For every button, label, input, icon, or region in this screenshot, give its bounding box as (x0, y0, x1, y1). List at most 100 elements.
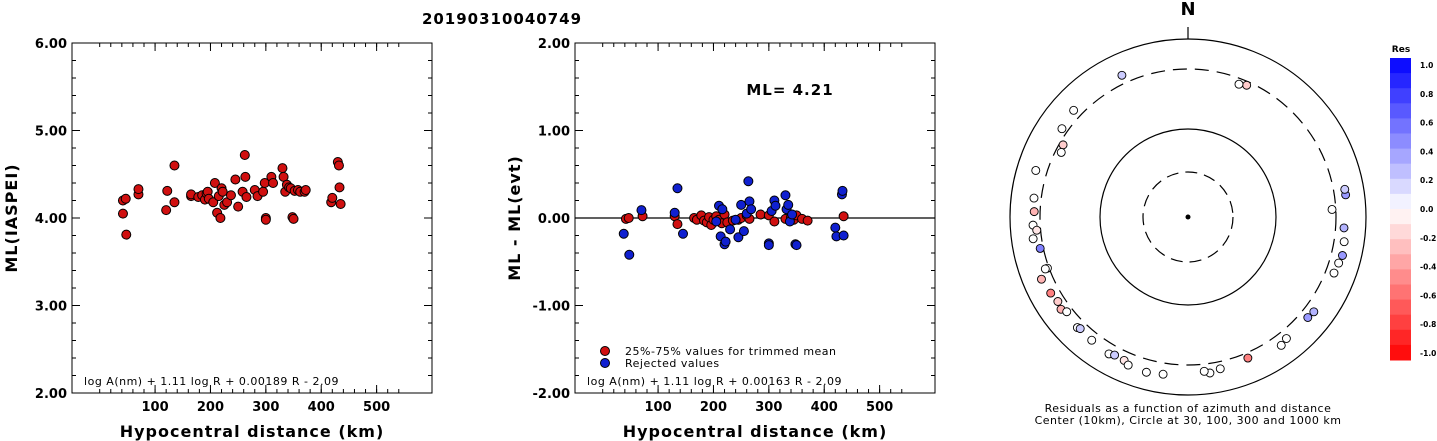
colorbar-segment (1390, 163, 1411, 180)
x-tick-label: 100 (142, 400, 169, 415)
station-marker (1057, 124, 1067, 134)
station-marker (1334, 258, 1344, 268)
station-marker (1058, 140, 1068, 150)
x-tick-label: 500 (363, 400, 390, 415)
data-point (239, 150, 250, 160)
colorbar-segment (1390, 224, 1411, 240)
data-point (209, 178, 220, 188)
data-point (268, 178, 279, 188)
colorbar-segment (1390, 193, 1411, 210)
rejected-point (733, 232, 744, 243)
colorbar-segment (1390, 344, 1411, 361)
data-point (230, 174, 241, 185)
legend-label: Rejected values (625, 357, 720, 370)
station-marker (1303, 313, 1313, 322)
x-tick-label: 100 (645, 400, 672, 415)
y-tick-label: 2.00 (538, 37, 570, 52)
rejected-point (743, 176, 754, 187)
circle-100km (1099, 128, 1277, 306)
data-point (327, 192, 338, 203)
x-tick-label: 200 (700, 400, 727, 415)
colorbar-label: 0.4 (1420, 147, 1433, 156)
data-point (333, 160, 344, 171)
data-point (335, 199, 346, 209)
data-point (121, 229, 132, 240)
station-marker (1035, 243, 1045, 253)
rejected-point (736, 199, 747, 210)
station-marker (1123, 360, 1133, 370)
station-marker (1075, 324, 1085, 334)
y-tick-label: 3.00 (35, 300, 67, 315)
station-marker (1110, 350, 1120, 360)
colorbar-segment (1390, 118, 1411, 134)
formula-text: log A(nm) + 1.11 log R + 0.00189 R - 2.0… (84, 375, 339, 388)
trimmed-mean-point (769, 216, 780, 227)
epicenter-dot (1185, 214, 1191, 220)
y-tick-label: 2.00 (35, 387, 67, 402)
colorbar-label: 1.0 (1420, 61, 1433, 70)
station-marker (1046, 288, 1056, 298)
data-point (133, 184, 144, 195)
station-marker (1053, 297, 1063, 306)
data-point (240, 171, 251, 182)
x-tick-label: 300 (755, 400, 782, 415)
rejected-point (830, 222, 841, 233)
station-marker (1243, 353, 1253, 363)
colorbar-segment (1390, 148, 1411, 165)
data-point (208, 197, 219, 208)
data-point (288, 213, 299, 224)
data-point (225, 190, 236, 201)
rejected-point (720, 236, 731, 247)
circle-300km (1039, 68, 1337, 366)
colorbar-label: -0.4 (1420, 263, 1436, 272)
colorbar-label: -1.0 (1420, 349, 1436, 358)
rejected-point (678, 228, 688, 239)
colorbar-segment (1390, 299, 1411, 316)
colorbar-segment (1390, 73, 1411, 89)
data-point (215, 213, 226, 223)
colorbar-segment (1390, 239, 1411, 255)
y-tick-label: -1.00 (533, 300, 570, 315)
y-axis-label: ML - ML(evt) (505, 155, 524, 281)
x-axis-label: Hypocentral distance (km) (120, 422, 385, 441)
x-tick-label: 500 (866, 400, 893, 415)
station-marker (1069, 105, 1079, 115)
y-tick-label: 1.00 (538, 125, 570, 140)
rejected-point (618, 228, 629, 239)
rejected-point (791, 240, 802, 251)
data-point (169, 197, 180, 208)
station-marker (1242, 80, 1252, 90)
station-marker (1338, 251, 1347, 260)
rejected-point (725, 224, 736, 235)
y-tick-label: 4.00 (35, 212, 67, 227)
trimmed-mean-point (838, 211, 849, 222)
formula-text: log A(nm) + 1.11 log R + 0.00163 R - 2.0… (587, 375, 842, 388)
station-marker (1029, 207, 1039, 217)
colorbar-segment (1390, 209, 1411, 225)
station-marker (1056, 147, 1066, 157)
residual-vs-distance-plot: -2.00 -1.00 0.00 1.00 2.00 100 200 300 400 500 Hyp… (505, 37, 936, 441)
station-marker (1158, 369, 1168, 379)
polar-caption-line1: Residuals as a function of azimuth and d… (1045, 402, 1332, 415)
station-marker (1087, 335, 1097, 345)
x-tick-label: 400 (308, 400, 335, 415)
data-point (300, 185, 311, 195)
data-point (117, 208, 128, 219)
circle-30km (1142, 171, 1234, 263)
data-point (161, 205, 172, 216)
colorbar-label: -0.8 (1420, 320, 1436, 329)
plot-frame (71, 42, 433, 394)
y-tick-label: 6.00 (35, 37, 67, 52)
trimmed-mean-point (755, 209, 766, 220)
station-marker (1327, 205, 1337, 214)
colorbar-segment (1390, 284, 1411, 301)
colorbar-segment (1390, 329, 1411, 346)
station-marker (1062, 307, 1072, 317)
rejected-point (837, 185, 848, 196)
data-point (260, 214, 271, 225)
polar-caption-line2: Center (10km), Circle at 30, 100, 300 an… (1035, 414, 1342, 427)
data-point (334, 182, 345, 193)
data-point (241, 192, 252, 202)
rejected-point (730, 214, 741, 225)
